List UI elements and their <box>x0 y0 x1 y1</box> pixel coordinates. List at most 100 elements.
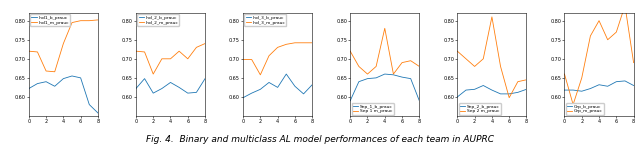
Grp_m_prauc <box>630 62 637 64</box>
Ind1_m_prauc <box>51 71 59 73</box>
Ind_3_m_prauc <box>248 59 255 60</box>
Ind1_m_prauc <box>77 20 84 22</box>
Ind_3_b_prauc <box>274 87 282 88</box>
Ind_3_m_prauc <box>274 47 282 48</box>
Legend: Sep_2_b_prauc, Sep 2 m_prauc: Sep_2_b_prauc, Sep 2 m_prauc <box>459 103 500 115</box>
Ind_2_m_prauc <box>201 43 209 44</box>
Grp_m_prauc <box>595 20 603 22</box>
Sep 1 m_prauc <box>390 73 397 75</box>
Sep 2 m_prauc <box>462 58 470 60</box>
Ind_3_b_prauc <box>300 93 307 95</box>
Line: Ind1_m_prauc: Ind1_m_prauc <box>29 20 98 72</box>
Sep_1_b_prauc <box>390 74 397 76</box>
Ind1_b_prauc <box>33 83 41 84</box>
Ind1_m_prauc <box>60 43 67 44</box>
Sep_2_b_prauc <box>514 91 522 93</box>
Line: Sep 2 m_prauc: Sep 2 m_prauc <box>458 17 527 98</box>
Grp_b_prauc <box>586 88 594 89</box>
Ind1_b_prauc <box>51 85 59 87</box>
Line: Grp_m_prauc: Grp_m_prauc <box>564 5 634 105</box>
Ind_2_m_prauc <box>149 73 157 75</box>
Ind1_m_prauc <box>25 50 33 52</box>
Sep 1 m_prauc <box>372 66 380 67</box>
Sep_1_b_prauc <box>398 76 406 78</box>
Grp_b_prauc <box>630 85 637 86</box>
Line: Ind_3_m_prauc: Ind_3_m_prauc <box>243 43 312 75</box>
Ind_3_m_prauc <box>291 42 299 44</box>
Sep 2 m_prauc <box>471 66 479 67</box>
Grp_b_prauc <box>621 80 629 82</box>
Ind1_b_prauc <box>94 112 102 114</box>
Sep 1 m_prauc <box>407 60 415 62</box>
Ind_3_m_prauc <box>308 42 316 44</box>
Legend: Grp_b_prauc, Grp_m_prauc: Grp_b_prauc, Grp_m_prauc <box>566 103 604 115</box>
Ind_2_b_prauc <box>184 92 191 94</box>
Ind1_m_prauc <box>42 70 50 72</box>
Ind_3_b_prauc <box>257 88 264 90</box>
Grp_m_prauc <box>586 35 594 37</box>
Sep_1_b_prauc <box>364 78 371 79</box>
Sep_2_b_prauc <box>462 89 470 91</box>
Text: Fig. 4.  Binary and multiclass AL model performances of each team in AUPRC: Fig. 4. Binary and multiclass AL model p… <box>146 135 494 144</box>
Sep_2_b_prauc <box>471 88 479 90</box>
Legend: Sep_1_b_prauc, Sep 1 m_prauc: Sep_1_b_prauc, Sep 1 m_prauc <box>351 103 394 115</box>
Ind_3_m_prauc <box>265 55 273 57</box>
Ind_2_m_prauc <box>175 50 183 52</box>
Ind_3_m_prauc <box>239 59 247 60</box>
Ind_3_m_prauc <box>282 44 290 45</box>
Line: Sep_1_b_prauc: Sep_1_b_prauc <box>350 74 419 101</box>
Sep 2 m_prauc <box>523 79 531 81</box>
Sep 1 m_prauc <box>355 66 363 67</box>
Ind1_b_prauc <box>86 104 93 105</box>
Line: Sep 1 m_prauc: Sep 1 m_prauc <box>350 28 419 74</box>
Ind_3_b_prauc <box>282 73 290 75</box>
Sep 2 m_prauc <box>479 58 487 60</box>
Grp_b_prauc <box>604 85 612 87</box>
Line: Grp_b_prauc: Grp_b_prauc <box>564 81 634 91</box>
Legend: Ind_2_b_prauc, Ind_2_m_prauc: Ind_2_b_prauc, Ind_2_m_prauc <box>137 14 179 26</box>
Line: Sep_2_b_prauc: Sep_2_b_prauc <box>458 86 527 97</box>
Ind1_m_prauc <box>94 19 102 21</box>
Sep_1_b_prauc <box>355 81 363 83</box>
Ind_2_m_prauc <box>132 50 140 52</box>
Ind1_b_prauc <box>60 78 67 79</box>
Ind_2_m_prauc <box>158 58 166 60</box>
Ind_2_b_prauc <box>193 91 200 93</box>
Ind1_m_prauc <box>86 20 93 22</box>
Ind_2_b_prauc <box>201 78 209 79</box>
Sep_2_b_prauc <box>479 85 487 86</box>
Sep 2 m_prauc <box>454 50 461 52</box>
Legend: Ind1_b_prauc, Ind1_m_prauc: Ind1_b_prauc, Ind1_m_prauc <box>30 14 70 26</box>
Ind1_b_prauc <box>77 77 84 79</box>
Sep 2 m_prauc <box>514 81 522 83</box>
Sep_1_b_prauc <box>415 100 423 102</box>
Sep_1_b_prauc <box>381 73 388 75</box>
Sep 1 m_prauc <box>364 73 371 75</box>
Sep_2_b_prauc <box>454 96 461 98</box>
Sep_2_b_prauc <box>488 89 496 91</box>
Line: Ind_3_b_prauc: Ind_3_b_prauc <box>243 74 312 98</box>
Ind_2_b_prauc <box>149 92 157 94</box>
Sep_2_b_prauc <box>506 93 513 95</box>
Sep 2 m_prauc <box>497 66 504 67</box>
Grp_m_prauc <box>604 39 612 41</box>
Sep_1_b_prauc <box>372 77 380 79</box>
Ind1_b_prauc <box>42 81 50 83</box>
Sep 1 m_prauc <box>381 27 388 29</box>
Ind_2_m_prauc <box>193 47 200 48</box>
Sep 1 m_prauc <box>415 66 423 67</box>
Ind_2_b_prauc <box>141 78 148 79</box>
Ind_3_b_prauc <box>248 92 255 94</box>
Ind1_m_prauc <box>33 51 41 53</box>
Legend: Ind_3_b_prauc, Ind_3_m_prauc: Ind_3_b_prauc, Ind_3_m_prauc <box>244 14 287 26</box>
Line: Ind1_b_prauc: Ind1_b_prauc <box>29 76 98 113</box>
Sep 2 m_prauc <box>488 16 496 18</box>
Ind_3_m_prauc <box>300 42 307 44</box>
Sep_1_b_prauc <box>407 78 415 79</box>
Ind1_b_prauc <box>68 75 76 77</box>
Line: Ind_2_m_prauc: Ind_2_m_prauc <box>136 44 205 74</box>
Grp_m_prauc <box>621 4 629 6</box>
Ind_2_b_prauc <box>132 88 140 89</box>
Sep_1_b_prauc <box>346 100 354 102</box>
Sep_2_b_prauc <box>497 93 504 95</box>
